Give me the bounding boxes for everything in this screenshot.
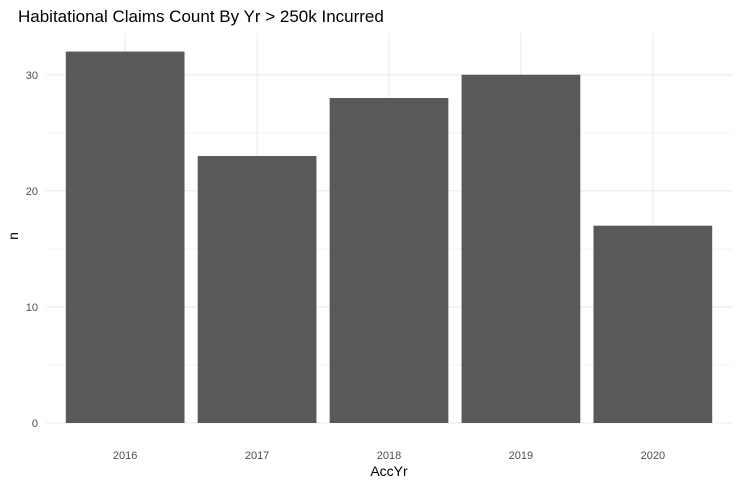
y-tick-label: 30 bbox=[26, 70, 38, 82]
x-tick-label: 2019 bbox=[509, 450, 533, 462]
bar-2019 bbox=[461, 74, 581, 424]
x-tick-label: 2017 bbox=[245, 450, 269, 462]
y-axis-title: n bbox=[5, 232, 21, 240]
y-tick-labels: 0 10 20 30 bbox=[26, 70, 38, 430]
bar-2020 bbox=[593, 225, 713, 423]
bar-2016 bbox=[65, 51, 185, 423]
y-tick-label: 20 bbox=[26, 186, 38, 198]
x-tick-labels: 2016 2017 2018 2019 2020 bbox=[113, 450, 665, 462]
bars bbox=[65, 51, 713, 424]
bar-2018 bbox=[329, 98, 449, 423]
x-tick-label: 2020 bbox=[641, 450, 665, 462]
bar-2017 bbox=[197, 156, 317, 424]
x-tick-label: 2016 bbox=[113, 450, 137, 462]
x-axis-title: AccYr bbox=[370, 463, 408, 479]
chart-title: Habitational Claims Count By Yr > 250k I… bbox=[18, 7, 384, 26]
x-tick-label: 2018 bbox=[377, 450, 401, 462]
y-tick-label: 0 bbox=[32, 418, 38, 430]
y-tick-label: 10 bbox=[26, 302, 38, 314]
